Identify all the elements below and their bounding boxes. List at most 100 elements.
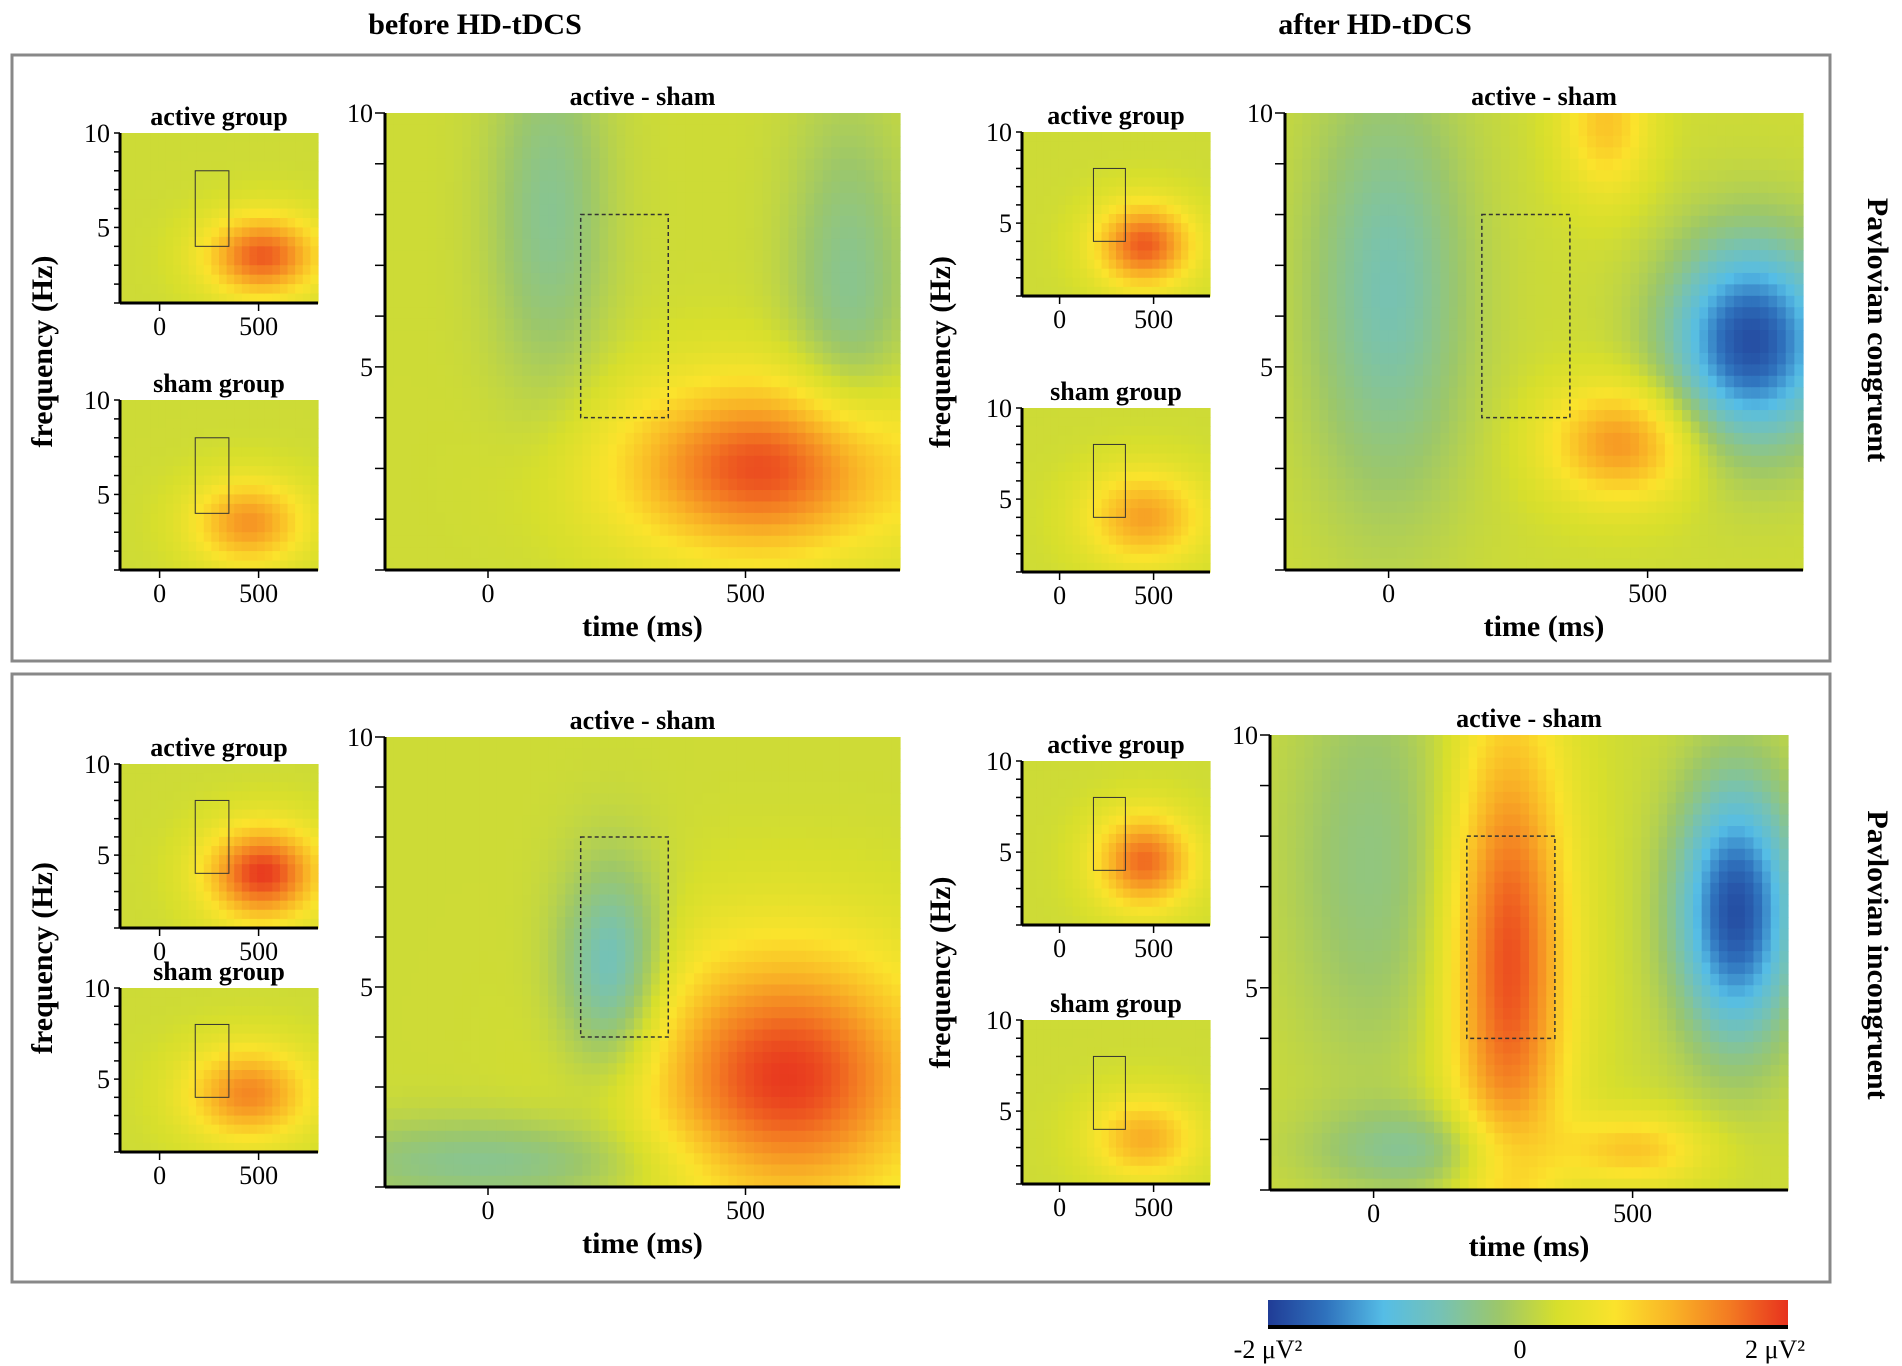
heatmap-cell [1388,158,1398,171]
heatmap-cell [1195,444,1204,455]
heatmap-cell [1379,238,1390,251]
heatmap-cell [120,551,129,562]
heatmap-cell [241,522,251,533]
heatmap-cell [1101,177,1110,188]
heatmap-cell [719,558,729,571]
heatmap-cell [1388,170,1398,183]
heatmap-cell [120,532,129,543]
heatmap-cell [1065,259,1074,270]
heatmap-cell [135,447,144,458]
heatmap-cell [771,547,781,560]
heatmap-cell [1101,132,1110,142]
heatmap-cell [805,352,815,365]
heatmap-cell [226,428,235,439]
heatmap-cell [788,295,798,308]
heatmap-cell [203,151,212,162]
heatmap-cell [668,295,678,308]
heatmap-cell [462,455,472,468]
heatmap-cell [1293,113,1303,126]
heatmap-cell [762,467,772,480]
heatmap-cell [1159,286,1168,297]
heatmap-cell [496,238,506,251]
heatmap-cell [771,387,781,400]
heatmap-cell [505,524,515,537]
panel-title: active group [150,102,287,131]
heatmap-cell [1094,268,1103,279]
heatmap-cell [385,467,395,480]
heatmap-cell [608,261,618,274]
heatmap-cell [762,478,772,491]
heatmap-cell [694,181,704,194]
heatmap-cell [1116,526,1124,537]
heatmap-cell [548,478,558,491]
heatmap-cell [188,466,197,477]
heatmap-cell [591,158,601,171]
heatmap-cell [393,124,403,137]
heatmap-cell [1087,268,1095,279]
heatmap-cell [651,170,661,183]
heatmap-cell [694,295,704,308]
heatmap-cell [891,192,901,206]
heatmap-cell [522,250,532,263]
heatmap-cell [453,547,463,560]
heatmap-cell [591,261,601,274]
heatmap-cell [1116,277,1124,288]
heatmap-cell [302,246,311,257]
heatmap-cell [1285,181,1295,194]
heatmap-cell [496,135,506,148]
heatmap-cell [882,512,893,525]
heatmap-cell [1159,526,1168,537]
heatmap-cell [479,192,489,206]
heatmap-cell [142,400,152,411]
heatmap-cell [848,535,858,548]
heatmap-cell [1043,250,1052,261]
heatmap-cell [127,560,136,571]
heatmap-cell [694,204,704,217]
heatmap-cell [302,522,311,533]
heatmap-cell [616,387,626,400]
heatmap-cell [127,189,136,200]
heatmap-cell [754,170,764,183]
heatmap-cell [436,467,446,480]
heatmap-cell [127,293,136,304]
heatmap-cell [1130,417,1139,427]
heatmap-cell [891,113,901,126]
heatmap-cell [771,467,781,480]
heatmap-cell [822,375,832,388]
heatmap-cell [505,375,515,388]
heatmap-cell [257,170,266,181]
heatmap-cell [196,151,205,162]
heatmap-cell [1123,426,1132,436]
heatmap-cell [188,409,197,420]
heatmap-cell [279,189,289,200]
heatmap-cell [211,513,220,524]
heatmap-cell [410,192,420,206]
heatmap-cell [1144,141,1153,151]
heatmap-cell [173,456,182,467]
heatmap-cell [1173,286,1182,297]
heatmap-cell [1202,408,1211,418]
heatmap-cell [676,318,687,331]
heatmap-cell [127,409,136,420]
heatmap-cell [1202,517,1211,528]
heatmap-cell [522,215,532,228]
heatmap-cell [1405,398,1416,411]
heatmap-cell [745,398,755,411]
heatmap-cell [287,274,296,285]
heatmap-cell [839,295,850,308]
heatmap-cell [582,261,592,274]
heatmap-cell [736,215,747,228]
heatmap-cell [505,238,515,251]
heatmap-cell [1050,535,1059,546]
heatmap-cell [797,181,807,194]
heatmap-cell [1388,444,1398,457]
heatmap-cell [1397,204,1407,217]
heatmap-cell [779,410,790,423]
heatmap-cell [719,375,729,388]
heatmap-cell [882,215,893,228]
heatmap-cell [582,227,592,240]
heatmap-cell [788,444,798,457]
heatmap-cell [1285,238,1295,251]
heatmap-cell [1108,462,1117,473]
heatmap-cell [779,444,790,457]
